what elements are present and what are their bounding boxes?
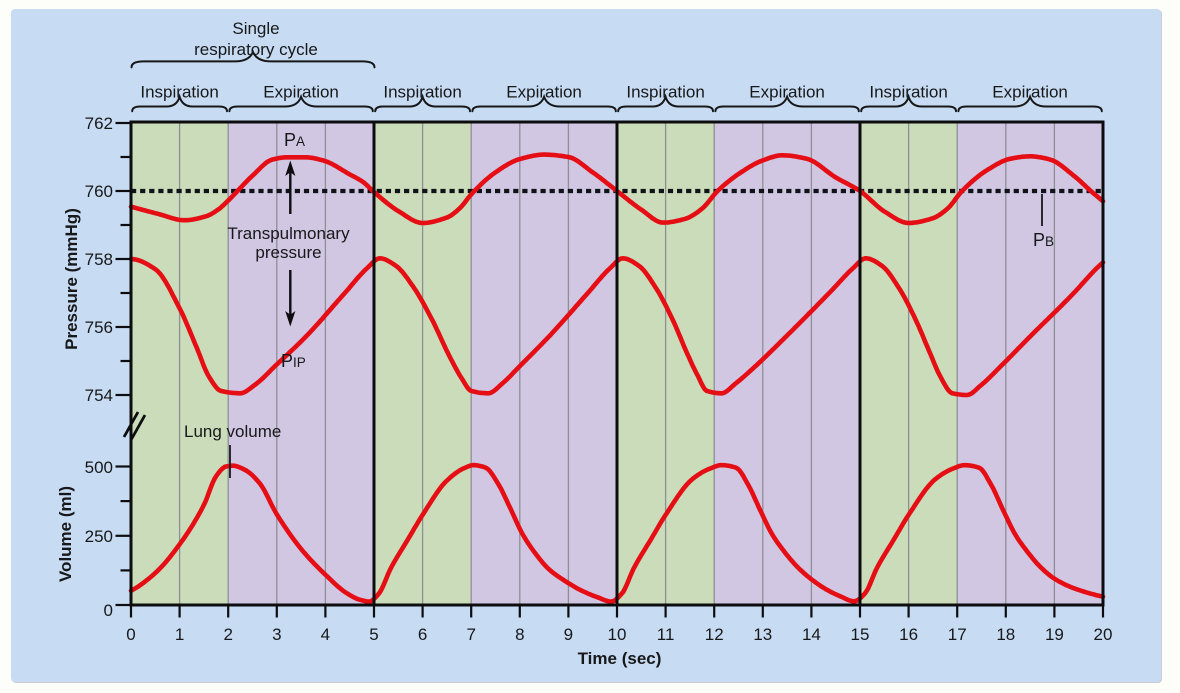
svg-text:Expiration: Expiration (992, 83, 1068, 102)
svg-text:758: 758 (85, 250, 113, 269)
svg-text:Transpulmonary: Transpulmonary (227, 224, 350, 243)
svg-text:pressure: pressure (255, 243, 321, 262)
svg-text:760: 760 (85, 182, 113, 201)
svg-text:Expiration: Expiration (749, 83, 825, 102)
svg-text:8: 8 (515, 625, 524, 644)
svg-text:Single: Single (232, 19, 279, 38)
svg-text:756: 756 (85, 318, 113, 337)
svg-text:250: 250 (85, 527, 113, 546)
svg-text:PA: PA (284, 130, 305, 150)
svg-text:762: 762 (85, 114, 113, 133)
svg-text:754: 754 (85, 386, 113, 405)
svg-text:Pressure (mmHg): Pressure (mmHg) (62, 208, 81, 350)
svg-text:12: 12 (705, 625, 724, 644)
svg-text:6: 6 (418, 625, 427, 644)
svg-text:Expiration: Expiration (263, 83, 339, 102)
svg-text:10: 10 (608, 625, 627, 644)
svg-text:Time (sec): Time (sec) (578, 649, 662, 668)
svg-text:Inspiration: Inspiration (869, 83, 947, 102)
svg-text:Volume (ml): Volume (ml) (56, 486, 75, 582)
svg-text:3: 3 (272, 625, 281, 644)
svg-text:17: 17 (948, 625, 967, 644)
svg-text:Inspiration: Inspiration (383, 83, 461, 102)
svg-text:9: 9 (564, 625, 573, 644)
svg-text:Inspiration: Inspiration (140, 83, 218, 102)
svg-text:PIP: PIP (281, 351, 306, 371)
svg-text:1: 1 (175, 625, 184, 644)
svg-text:Inspiration: Inspiration (626, 83, 704, 102)
svg-text:16: 16 (899, 625, 918, 644)
svg-text:11: 11 (657, 625, 675, 644)
svg-text:Lung volume: Lung volume (184, 422, 281, 441)
svg-text:13: 13 (753, 625, 772, 644)
svg-text:15: 15 (851, 625, 870, 644)
svg-text:19: 19 (1045, 625, 1064, 644)
svg-text:2: 2 (223, 625, 232, 644)
svg-text:20: 20 (1094, 625, 1113, 644)
svg-text:7: 7 (466, 625, 475, 644)
svg-text:0: 0 (126, 625, 135, 644)
svg-text:18: 18 (996, 625, 1015, 644)
svg-text:14: 14 (802, 625, 821, 644)
svg-text:Expiration: Expiration (506, 83, 582, 102)
svg-text:5: 5 (369, 625, 378, 644)
svg-text:0: 0 (104, 601, 113, 620)
svg-text:respiratory cycle: respiratory cycle (194, 40, 318, 59)
svg-text:4: 4 (321, 625, 330, 644)
svg-text:PB: PB (1033, 230, 1054, 250)
svg-text:500: 500 (85, 458, 113, 477)
